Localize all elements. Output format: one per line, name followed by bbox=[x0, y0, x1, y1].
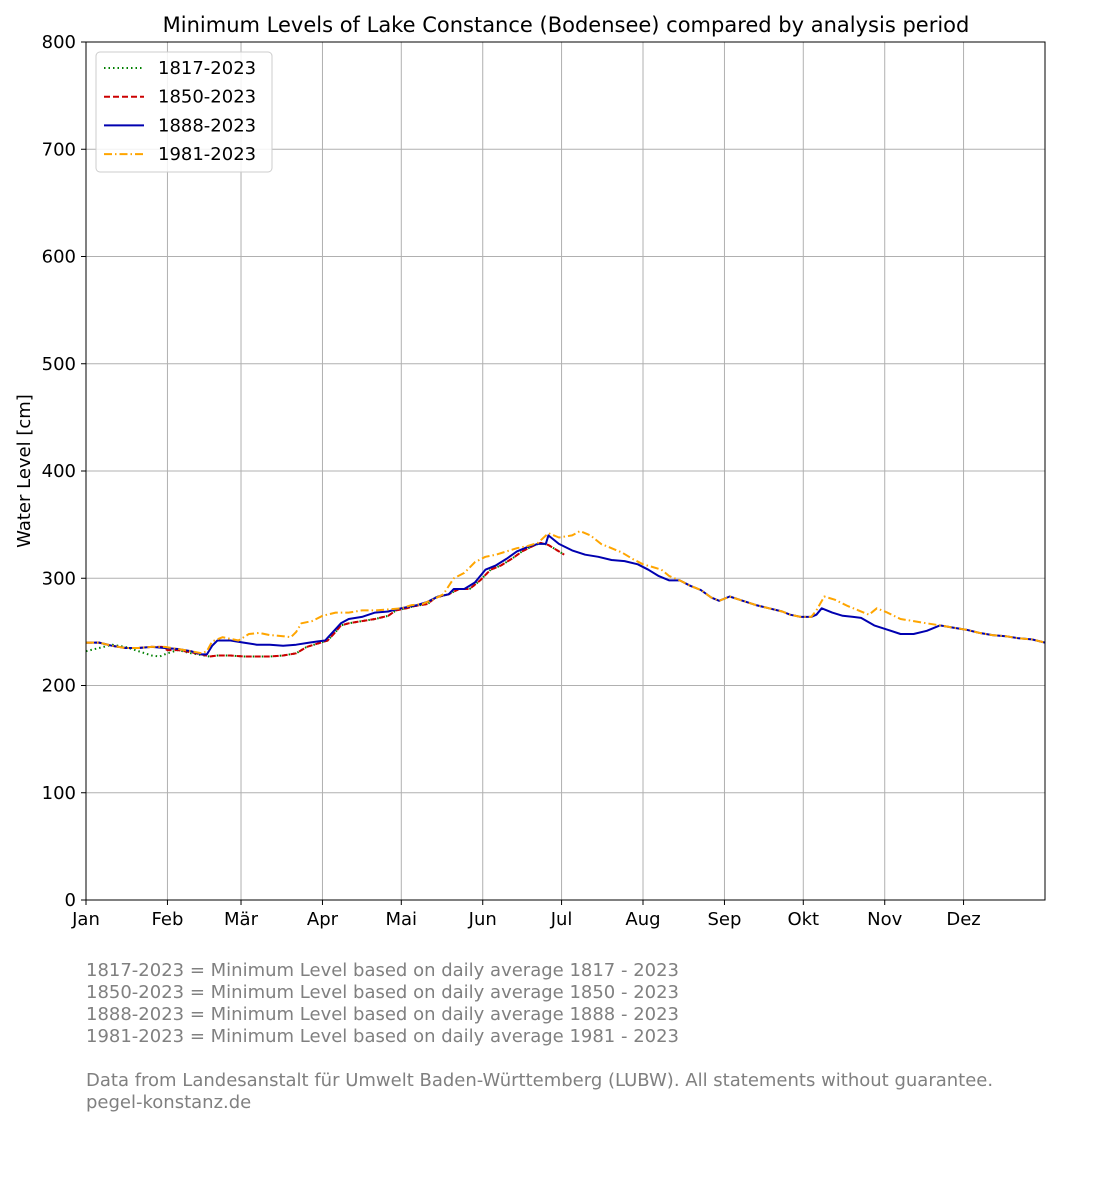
y-tick-label: 0 bbox=[65, 890, 76, 911]
legend: 1817-2023 1850-2023 1888-2023 1981-2023 bbox=[95, 51, 273, 173]
footnote-line: 1817-2023 = Minimum Level based on daily… bbox=[86, 960, 680, 981]
website-link: pegel-konstanz.de bbox=[86, 1092, 252, 1113]
legend-label: 1981-2023 bbox=[158, 144, 256, 165]
x-tick-label: Dez bbox=[946, 909, 980, 930]
x-tick-label: Apr bbox=[307, 909, 339, 930]
y-tick-label: 800 bbox=[42, 32, 76, 53]
y-tick-label: 600 bbox=[42, 247, 76, 268]
legend-label: 1850-2023 bbox=[158, 87, 256, 108]
x-tick-label: Jan bbox=[71, 909, 100, 930]
grid bbox=[85, 41, 1045, 901]
x-tick-label: Sep bbox=[707, 909, 741, 930]
footnote-line: 1850-2023 = Minimum Level based on daily… bbox=[86, 982, 680, 1003]
x-tick-label: Jul bbox=[550, 909, 573, 930]
x-tick-label: Feb bbox=[152, 909, 184, 930]
minimum-levels-chart: Minimum Levels of Lake Constance (Bodens… bbox=[14, 13, 1046, 930]
y-tick-label: 300 bbox=[42, 568, 76, 589]
y-tick-label: 400 bbox=[42, 461, 76, 482]
legend-label: 1888-2023 bbox=[158, 115, 256, 136]
series-lines bbox=[85, 530, 1046, 658]
y-tick-label: 500 bbox=[42, 354, 76, 375]
footnote-line: 1981-2023 = Minimum Level based on daily… bbox=[86, 1026, 680, 1047]
series-line-1888-2023 bbox=[86, 534, 1046, 656]
x-tick-label: Mär bbox=[224, 909, 259, 930]
x-tick-label: Mai bbox=[386, 909, 418, 930]
legend-label: 1817-2023 bbox=[158, 58, 256, 79]
series-line-1981-2023 bbox=[86, 530, 1046, 655]
x-tick-label: Nov bbox=[867, 909, 902, 930]
legend-explanations: 1817-2023 = Minimum Level based on daily… bbox=[86, 960, 679, 1048]
x-tick-label: Aug bbox=[625, 909, 660, 930]
data-source: Data from Landesanstalt für Umwelt Baden… bbox=[86, 1070, 993, 1114]
y-axis-ticks: 0 100 200 300 400 500 600 700 800 bbox=[42, 32, 86, 911]
source-note: Data from Landesanstalt für Umwelt Baden… bbox=[86, 1070, 994, 1091]
y-tick-label: 700 bbox=[42, 139, 76, 160]
y-tick-label: 200 bbox=[42, 676, 76, 697]
x-tick-label: Jun bbox=[468, 909, 497, 930]
chart-title: Minimum Levels of Lake Constance (Bodens… bbox=[163, 13, 970, 37]
x-tick-label: Okt bbox=[787, 909, 819, 930]
legend-box bbox=[95, 51, 273, 173]
y-tick-label: 100 bbox=[42, 783, 76, 804]
footnote-line: 1888-2023 = Minimum Level based on daily… bbox=[86, 1004, 680, 1025]
x-axis-ticks: Jan Feb Mär Apr Mai Jun Jul Aug Sep Okt Nov Dez bbox=[71, 900, 981, 930]
series-line-1850-2023 bbox=[86, 541, 565, 658]
y-axis-label: Water Level [cm] bbox=[14, 394, 35, 548]
